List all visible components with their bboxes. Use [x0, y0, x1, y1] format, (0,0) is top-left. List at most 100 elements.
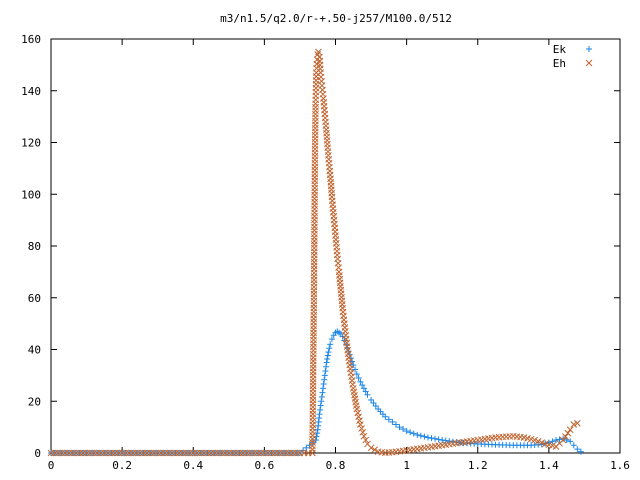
data-point-plus — [322, 368, 329, 375]
data-point-cross — [359, 428, 367, 436]
data-point-plus — [385, 416, 392, 423]
data-point-plus — [370, 399, 377, 406]
y-tick-label: 160 — [21, 33, 41, 46]
data-point-plus — [318, 398, 325, 405]
data-point-plus — [439, 437, 446, 444]
data-point-cross — [358, 425, 365, 432]
data-point-plus — [316, 411, 323, 418]
data-point-plus — [368, 396, 375, 403]
data-point-cross — [315, 48, 322, 56]
y-tick-label: 0 — [34, 447, 41, 460]
data-point-cross — [362, 436, 370, 444]
x-tick-label: 1 — [403, 459, 410, 472]
data-point-plus — [317, 402, 324, 409]
data-point-plus — [577, 448, 584, 455]
data-point-plus — [323, 363, 330, 370]
x-tick-label: 0.2 — [112, 459, 132, 472]
data-point-plus — [389, 418, 396, 425]
data-point-cross — [360, 432, 368, 440]
y-tick-label: 80 — [28, 240, 41, 253]
data-point-plus — [321, 376, 328, 383]
data-point-plus — [352, 366, 359, 373]
data-point-plus — [570, 442, 577, 449]
data-point-cross — [355, 413, 362, 421]
x-tick-label: 1.4 — [539, 459, 559, 472]
data-point-cross — [564, 429, 572, 437]
data-point-plus — [410, 430, 417, 437]
data-point-plus — [396, 424, 403, 431]
data-point-plus — [318, 393, 325, 400]
data-point-plus — [392, 421, 399, 428]
data-series — [47, 48, 584, 457]
data-point-plus — [321, 372, 328, 379]
x-tick-label: 0.6 — [254, 459, 274, 472]
series-eh — [47, 48, 581, 457]
data-point-plus — [446, 438, 453, 445]
y-tick-label: 140 — [21, 85, 41, 98]
y-tick-label: 60 — [28, 292, 41, 305]
y-tick-label: 100 — [21, 188, 41, 201]
x-tick-label: 1.6 — [610, 459, 630, 472]
data-point-cross — [371, 446, 378, 454]
data-point-plus — [432, 435, 439, 442]
data-point-plus — [320, 385, 327, 392]
axis-ticks — [50, 38, 621, 454]
data-point-cross — [531, 436, 539, 444]
data-point-plus — [549, 438, 556, 445]
data-point-cross — [538, 439, 546, 447]
tick-labels: 0 0.2 0.4 0.6 0.8 1 1.2 1.4 1.6 0 20 40 60 80 100 120 14… — [21, 33, 630, 472]
data-point-plus — [556, 436, 563, 443]
data-point-plus — [357, 378, 364, 385]
data-point-plus — [324, 352, 331, 359]
data-point-plus — [320, 381, 327, 387]
legend-label-ek: Ek — [553, 43, 567, 56]
data-point-plus — [407, 429, 414, 436]
y-tick-label: 40 — [28, 344, 41, 357]
data-point-plus — [403, 428, 410, 435]
data-point-plus — [324, 355, 331, 362]
data-point-plus — [303, 444, 310, 451]
data-point-cross — [354, 409, 362, 417]
data-point-cross — [562, 433, 569, 440]
data-point-cross — [570, 421, 578, 428]
data-point-plus — [359, 382, 366, 389]
data-point-plus — [372, 402, 379, 409]
legend-label-eh: Eh — [553, 57, 566, 70]
x-tick-label: 0 — [48, 459, 55, 472]
data-point-plus — [421, 433, 428, 440]
data-point-plus — [586, 46, 592, 52]
data-point-plus — [424, 434, 431, 441]
data-point-plus — [323, 359, 330, 366]
data-point-plus — [350, 362, 357, 369]
data-point-plus — [325, 349, 332, 356]
data-point-plus — [327, 341, 334, 348]
data-point-cross — [357, 421, 364, 428]
data-point-plus — [400, 426, 407, 433]
data-point-cross — [367, 444, 375, 452]
x-tick-label: 0.8 — [326, 459, 346, 472]
x-tick-label: 1.2 — [468, 459, 488, 472]
x-tick-label: 0.4 — [183, 459, 203, 472]
data-point-plus — [319, 389, 326, 396]
y-tick-label: 20 — [28, 395, 41, 408]
data-point-plus — [355, 374, 362, 381]
data-point-cross — [356, 417, 363, 425]
data-point-cross — [585, 59, 593, 67]
data-point-plus — [360, 385, 367, 392]
data-point-cross — [573, 419, 581, 427]
data-point-cross — [353, 405, 361, 413]
data-point-plus — [417, 432, 424, 439]
data-point-plus — [428, 435, 435, 442]
data-point-plus — [435, 436, 442, 443]
data-point-plus — [364, 391, 371, 398]
data-point-plus — [567, 438, 574, 445]
data-point-cross — [566, 426, 574, 434]
chart-title: m3/n1.5/q2.0/r-+.50-j257/M100.0/512 — [220, 12, 452, 25]
data-point-plus — [414, 431, 421, 438]
data-point-plus — [317, 406, 324, 413]
data-point-plus — [326, 345, 333, 352]
data-point-plus — [362, 388, 369, 395]
data-point-plus — [328, 336, 335, 343]
